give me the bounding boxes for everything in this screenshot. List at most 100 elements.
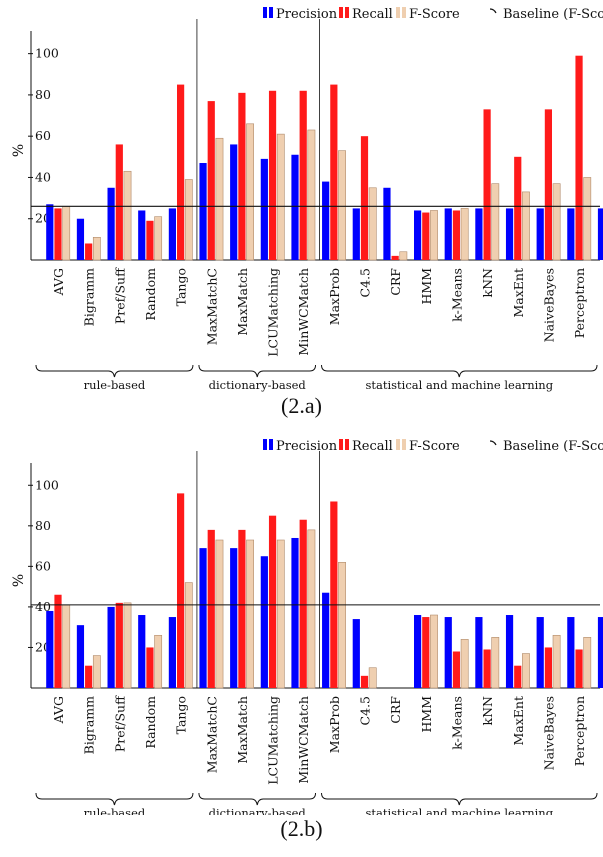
- chart-panel-b: Precision Recall F-Score Baseline (F-Score)…: [0, 430, 603, 857]
- legend-swatch-f-score-b: [402, 439, 406, 450]
- category-label-maxmatch: MaxMatch: [235, 268, 250, 336]
- group-label-rule-based: rule-based: [84, 806, 146, 815]
- bar-f-score-random: [154, 634, 163, 689]
- bar-precision-pref-suff: [107, 606, 115, 688]
- y-tick-label-40: 40: [35, 599, 51, 614]
- group-label-dictionary-based: dictionary-based: [209, 806, 307, 815]
- bar-precision-maxprob: [322, 181, 330, 260]
- group-brace-rule-based: [35, 792, 194, 806]
- bar-precision-lcumatching: [260, 556, 268, 688]
- bar-recall-knn: [483, 649, 491, 688]
- legend-swatch-f-score: [396, 7, 400, 18]
- bar-precision-maxent: [505, 208, 514, 260]
- legend-swatch-f-score-b: [402, 7, 406, 18]
- category-label-perceptron: Perceptron: [572, 696, 587, 766]
- legend-label-recall: Recall: [352, 439, 393, 454]
- y-tick-label-100: 100: [35, 46, 59, 61]
- group-label-rule-based: rule-based: [84, 378, 146, 392]
- bar-f-score-pref-suff: [123, 602, 132, 689]
- bar-recall-maxmatch: [238, 92, 246, 260]
- bar-recall-perceptron: [575, 55, 583, 261]
- bar-precision-perceptron: [567, 208, 575, 260]
- bar-recall-avg: [54, 594, 62, 688]
- bar-recall-k-means: [452, 210, 461, 260]
- bar-f-score-perceptron: [583, 637, 592, 689]
- y-tick-label-60: 60: [35, 558, 51, 573]
- bar-f-score-lcumatching: [276, 133, 285, 261]
- y-axis-label: %: [11, 574, 27, 587]
- bar-precision-minwcmatch: [291, 537, 299, 688]
- bar-f-score-c4-5: [368, 667, 377, 689]
- legend-label-baseline-f-score: Baseline (F-Score): [503, 7, 603, 22]
- bar-f-score-maxent: [522, 191, 530, 261]
- bar-precision-c4-5: [352, 208, 360, 260]
- bar-precision-maxmatch: [230, 548, 238, 688]
- legend-swatch-precision: [263, 439, 267, 450]
- category-label-bigramm: Bigramm: [82, 696, 97, 754]
- bar-chart-a: Precision Recall F-Score Baseline (F-Score)…: [11, 7, 603, 392]
- bar-f-score-maxmatch: [246, 123, 254, 261]
- y-tick-label-100: 100: [35, 477, 59, 492]
- group-brace-statistical-and-machine-learning: [321, 364, 598, 378]
- category-label-perceptron: Perceptron: [572, 268, 587, 338]
- category-label-random: Random: [143, 696, 158, 749]
- bar-f-score-k-means: [460, 208, 469, 261]
- category-label-lcumatching: LCUMatching: [266, 696, 281, 785]
- group-brace-dictionary-based: [198, 792, 317, 806]
- bar-f-score-knn: [491, 637, 500, 689]
- category-label-hmm: HMM: [419, 696, 434, 733]
- bar-recall-perceptron: [575, 649, 583, 688]
- category-label-naivebayes: NaiveBayes: [541, 696, 556, 770]
- category-label-c4-5: C4.5: [358, 696, 373, 725]
- bar-f-score-random: [154, 216, 163, 261]
- bar-precision-lcumatching: [260, 158, 268, 260]
- bar-recall-random: [146, 647, 154, 688]
- bar-recall-lcumatching: [268, 515, 277, 688]
- legend-swatch-recall: [339, 439, 343, 450]
- bar-recall-bigramm: [85, 243, 93, 260]
- bar-f-score-avg: [62, 206, 71, 261]
- bar-precision-maxent: [505, 615, 514, 688]
- legend-label-baseline-f-score: Baseline (F-Score): [503, 439, 603, 454]
- legend-swatch-baseline: [489, 440, 497, 446]
- legend-swatch-recall-b: [345, 439, 349, 450]
- bar-f-score-lcumatching: [276, 539, 285, 689]
- bar-recall-maxmatchc: [207, 101, 215, 260]
- legend-swatch-precision: [263, 7, 267, 18]
- group-brace-dictionary-based: [198, 364, 317, 378]
- bar-f-score-crf: [399, 251, 408, 261]
- bar-precision-hmm: [414, 210, 422, 260]
- bar-recall-hmm: [422, 212, 430, 260]
- category-label-k-means: k-Means: [449, 696, 464, 750]
- category-label-minwcmatch: MinWCMatch: [296, 268, 311, 356]
- bar-recall-tango: [177, 493, 185, 688]
- bar-f-score-maxmatch: [246, 539, 254, 689]
- bar-precision-pref-suff: [107, 187, 115, 260]
- bar-f-score-pref-suff: [123, 170, 132, 261]
- bar-precision-maxmatchc: [199, 163, 207, 260]
- bar-recall-c4-5: [360, 136, 369, 260]
- bar-f-score-knn: [491, 183, 500, 261]
- bar-precision-avg: [46, 610, 54, 688]
- bar-recall-maxent: [514, 665, 522, 688]
- chart-panel-a: Precision Recall F-Score Baseline (F-Score)…: [11, 7, 603, 418]
- category-label-maxent: MaxEnt: [511, 696, 526, 746]
- bar-recall-crf: [391, 255, 399, 260]
- legend-label-f-score: F-Score: [409, 7, 460, 22]
- bar-recall-c4-5: [360, 675, 369, 688]
- category-label-lcumatching: LCUMatching: [266, 268, 281, 357]
- category-label-crf: CRF: [388, 696, 403, 724]
- bar-precision-maxmatchc: [199, 548, 207, 688]
- bar-recall-tango: [177, 84, 185, 260]
- bar-recall-lcumatching: [268, 90, 277, 260]
- category-label-pref-suff: Pref/Suff: [112, 695, 127, 752]
- bar-recall-bigramm: [85, 665, 93, 688]
- bar-recall-hmm: [422, 617, 430, 688]
- group-brace-statistical-and-machine-learning: [321, 792, 598, 806]
- y-tick-label-60: 60: [35, 128, 51, 143]
- bar-precision-knn: [475, 617, 483, 688]
- category-label-maxprob: MaxProb: [327, 696, 342, 753]
- bar-precision-random: [138, 615, 146, 688]
- category-label-avg: AVG: [51, 268, 66, 296]
- bar-recall-naivebayes: [544, 109, 552, 260]
